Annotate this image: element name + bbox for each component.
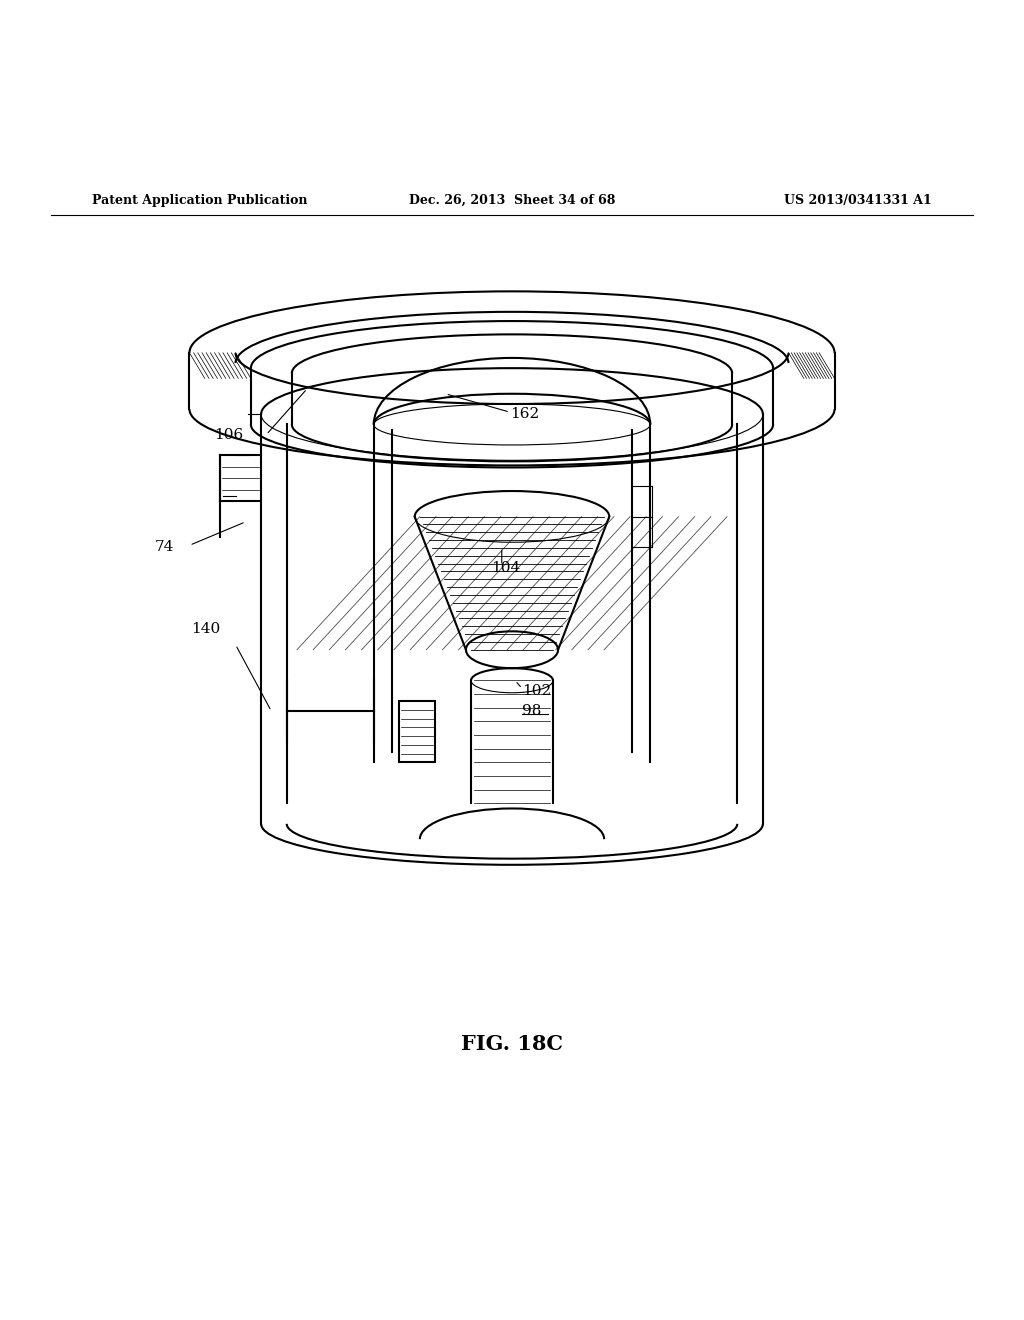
Text: 140: 140 [190, 622, 220, 636]
Text: 104: 104 [492, 561, 521, 574]
Text: 102: 102 [522, 684, 552, 698]
Text: US 2013/0341331 A1: US 2013/0341331 A1 [784, 194, 932, 207]
Text: Dec. 26, 2013  Sheet 34 of 68: Dec. 26, 2013 Sheet 34 of 68 [409, 194, 615, 207]
Text: 162: 162 [510, 408, 540, 421]
Text: 98: 98 [522, 704, 542, 718]
Text: 74: 74 [155, 540, 174, 554]
Bar [399, 701, 435, 763]
Text: 106: 106 [214, 428, 244, 442]
Text: FIG. 18C: FIG. 18C [461, 1034, 563, 1053]
Text: Patent Application Publication: Patent Application Publication [92, 194, 307, 207]
